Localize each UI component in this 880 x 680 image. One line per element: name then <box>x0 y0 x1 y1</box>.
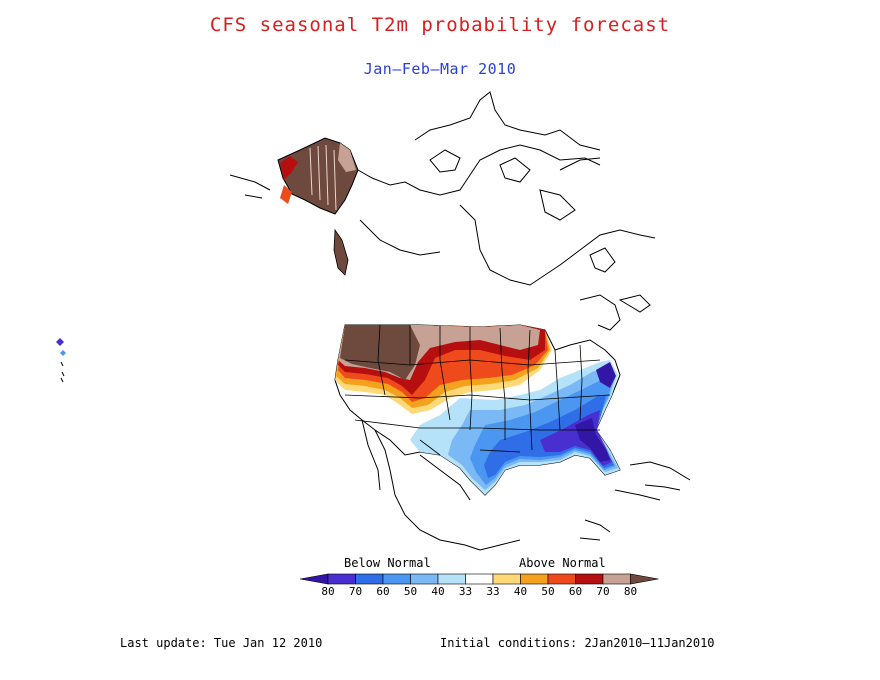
initial-conditions-text: Initial conditions: 2Jan2010—11Jan2010 <box>440 636 715 650</box>
mexico-outline <box>361 419 691 551</box>
legend-swatch <box>382 573 411 585</box>
map-subtitle: Jan—Feb—Mar 2010 <box>363 60 517 78</box>
legend-swatch <box>547 573 576 585</box>
legend-tick-label: 50 <box>541 585 555 598</box>
legend-tick-label: 80 <box>321 585 335 598</box>
legend-tick-label: 70 <box>348 585 363 598</box>
last-update-text: Last update: Tue Jan 12 2010 <box>120 636 323 650</box>
legend-arrow-right <box>630 573 659 585</box>
legend-colorbar <box>300 573 659 585</box>
legend-tick-label: 70 <box>596 585 610 598</box>
legend-above-label: Above Normal <box>519 556 606 570</box>
hawaii-islands <box>56 338 66 383</box>
map-title: CFS seasonal T2m probability forecast <box>209 14 671 36</box>
legend-tick-label: 60 <box>568 585 583 598</box>
legend-swatch <box>437 573 466 585</box>
legend-arrow-left <box>300 573 329 585</box>
canada-outline <box>357 91 656 331</box>
alaska-region <box>229 137 359 276</box>
legend-tick-label: 80 <box>623 585 638 598</box>
legend-swatch <box>575 573 604 585</box>
above-normal-shading <box>335 325 552 414</box>
legend-tick-label: 50 <box>403 585 418 598</box>
legend-tick-label: 60 <box>376 585 390 598</box>
legend-tick-label: 40 <box>431 585 445 598</box>
state-boundaries <box>344 324 611 456</box>
legend-swatch <box>520 573 549 585</box>
legend-swatch <box>602 573 631 585</box>
legend-below-label: Below Normal <box>344 556 431 570</box>
legend-swatch <box>355 573 384 585</box>
legend-swatch <box>410 573 439 585</box>
legend-tick-label: 33 <box>458 585 473 598</box>
legend-swatch <box>492 573 521 585</box>
legend-tick-label: 33 <box>486 585 500 598</box>
legend-swatch <box>465 573 494 585</box>
legend-tick-label: 40 <box>513 585 528 598</box>
legend-swatch <box>327 573 356 585</box>
